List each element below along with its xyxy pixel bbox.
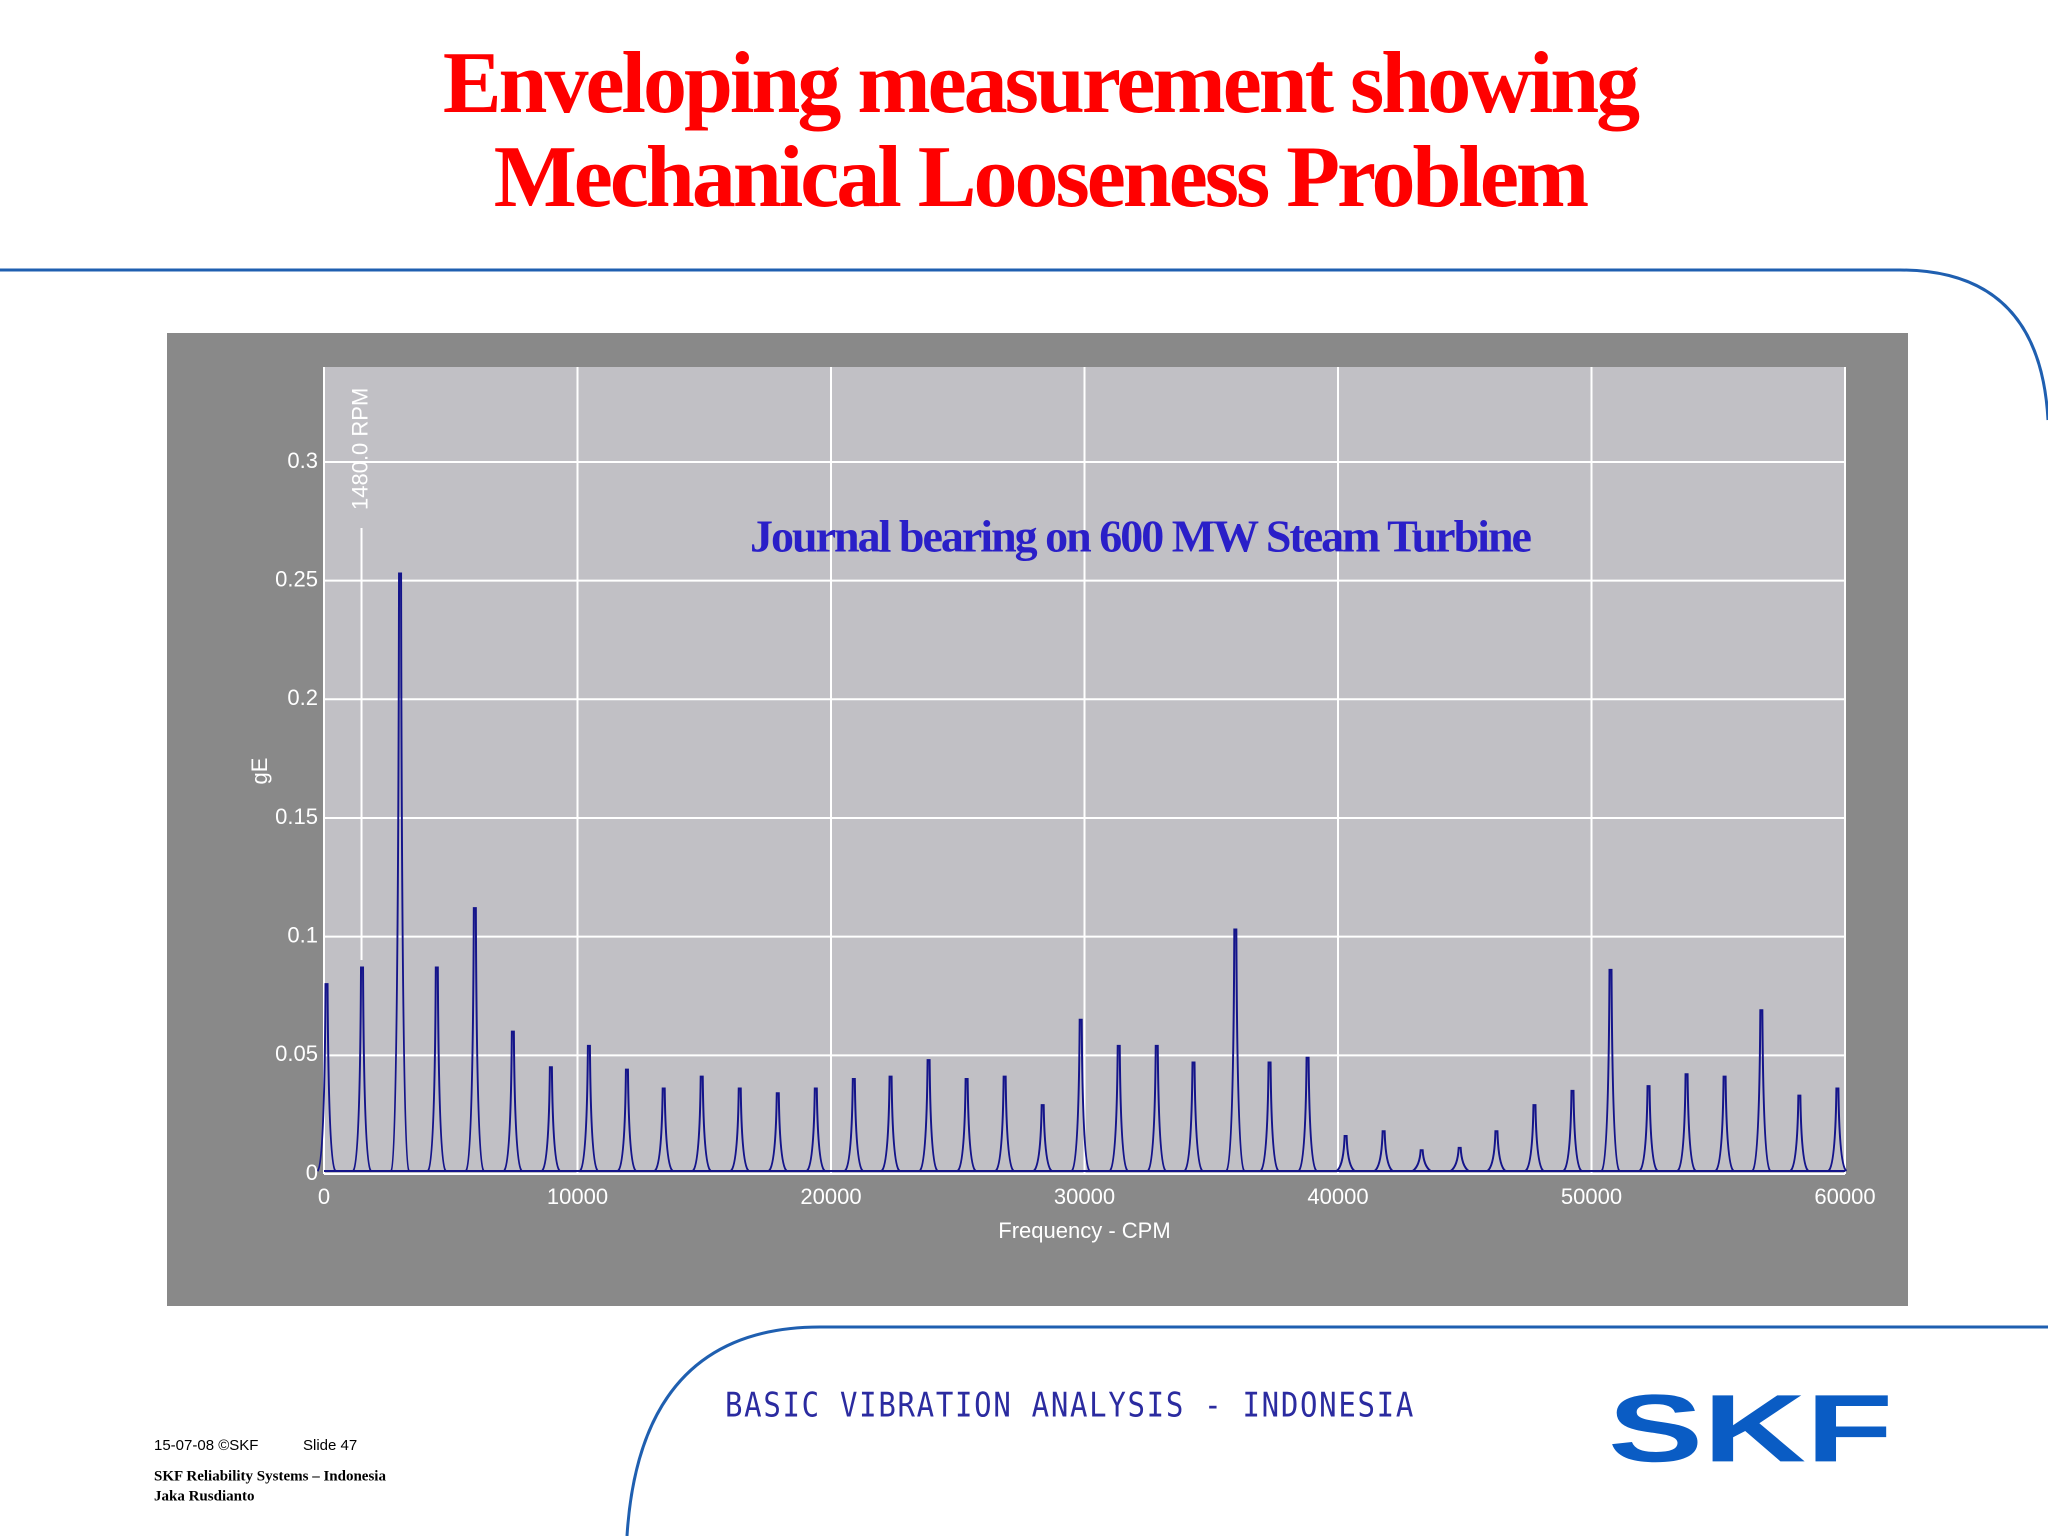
spectrum-peak	[767, 1092, 788, 1172]
y-tick-label: 0.15	[275, 804, 318, 829]
y-tick-label: 0.05	[275, 1041, 318, 1066]
y-tick-label: 0.25	[275, 566, 318, 591]
spectrum-peak	[352, 966, 372, 1172]
x-tick-label: 50000	[1561, 1184, 1622, 1209]
x-tick-label: 30000	[1054, 1184, 1115, 1209]
spectrum-peak	[1259, 1061, 1280, 1172]
slide-title: Enveloping measurement showing	[443, 35, 1640, 132]
spectrum-peak	[1827, 1087, 1848, 1172]
annotation: Journal bearing on 600 MW Steam Turbine	[750, 511, 1532, 562]
spectrum-peak	[1297, 1056, 1318, 1172]
spectrum-peak	[1225, 928, 1246, 1172]
spectrum-peak	[1146, 1044, 1167, 1172]
spectrum-peak	[653, 1087, 674, 1172]
spectrum-peak	[1524, 1104, 1545, 1172]
spectrum-peak	[994, 1075, 1015, 1172]
spectrum-peak	[541, 1066, 561, 1172]
rpm-marker-label: 1480.0 RPM	[347, 388, 372, 510]
spectrum-peak	[1600, 968, 1621, 1172]
y-axis-label: gE	[247, 758, 272, 785]
spectrum-peak	[1789, 1094, 1810, 1172]
spectrum-peak	[956, 1078, 977, 1172]
spectrum-peak	[1638, 1085, 1659, 1172]
spectrum-peak	[316, 983, 337, 1172]
spectrum-peak	[880, 1075, 901, 1172]
x-tick-label: 10000	[547, 1184, 608, 1209]
spectrum-peak	[1032, 1104, 1053, 1172]
y-tick-label: 0.1	[287, 922, 318, 947]
spectrum-peak	[918, 1059, 939, 1172]
x-tick-label: 60000	[1814, 1184, 1875, 1209]
spectrum-peak	[1714, 1075, 1735, 1172]
spectrum-peak	[1373, 1130, 1394, 1172]
spectrum-peak	[1183, 1061, 1204, 1172]
x-tick-label: 40000	[1307, 1184, 1368, 1209]
spectrum-peak	[617, 1068, 637, 1172]
logo: SKF	[1608, 1375, 1893, 1482]
spectrum-peak	[1335, 1135, 1356, 1172]
spectrum-peak	[390, 572, 410, 1172]
spectrum-peak	[844, 1078, 864, 1172]
divider-curve	[0, 268, 2048, 421]
slide-number: Slide 47	[303, 1437, 357, 1454]
spectrum-peak	[806, 1087, 826, 1172]
y-tick-label: 0.2	[287, 685, 318, 710]
x-tick-label: 20000	[800, 1184, 861, 1209]
author: Jaka Rusdianto	[154, 1488, 254, 1504]
spectrum-peak	[464, 907, 485, 1172]
x-axis-label: Frequency - CPM	[998, 1218, 1170, 1243]
spectrum-peak	[1751, 1009, 1772, 1172]
spectrum-peak	[1070, 1018, 1091, 1172]
footer-curve	[625, 1325, 2048, 1536]
spectrum-peak	[1108, 1044, 1129, 1172]
spectrum-peak	[426, 966, 447, 1172]
spectrum-peak	[1412, 1149, 1432, 1172]
spectrum-peak	[691, 1075, 712, 1172]
banner: BASIC VIBRATION ANALYSIS - INDONESIA	[725, 1386, 1415, 1426]
spectrum-peak	[579, 1044, 599, 1172]
spectrum-peak	[1450, 1146, 1470, 1172]
footer-date: 15-07-08 ©SKF	[154, 1437, 258, 1454]
spectrum-peak	[1562, 1089, 1583, 1172]
spectrum-peak	[729, 1087, 750, 1172]
spectrum-peak	[1676, 1073, 1697, 1172]
organization: SKF Reliability Systems – Indonesia	[154, 1468, 386, 1484]
slide-title: Mechanical Looseness Problem	[494, 129, 1588, 226]
y-tick-label: 0	[306, 1160, 318, 1185]
spectrum-peak	[503, 1030, 523, 1172]
y-tick-label: 0.3	[287, 448, 318, 473]
x-tick-label: 0	[318, 1184, 330, 1209]
spectrum-peak	[1486, 1130, 1507, 1172]
